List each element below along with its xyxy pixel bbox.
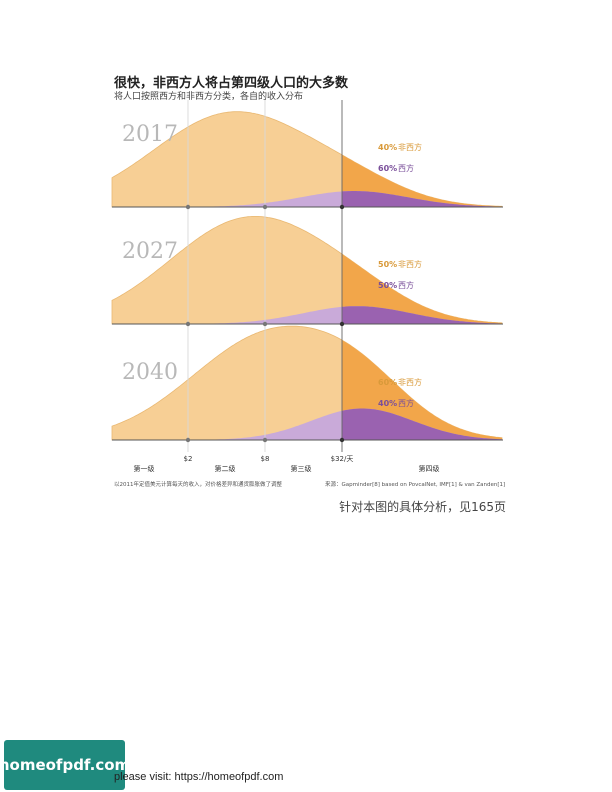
tick-dot-8-0 — [262, 204, 268, 210]
tick-dot-32-2 — [339, 437, 345, 443]
legend-western-2040: 西方 — [398, 398, 414, 408]
share-western-2017: 60% — [378, 164, 397, 173]
legend-non-western-2027: 非西方 — [398, 259, 422, 269]
year-label-2017: 2017 — [122, 122, 178, 147]
x-tick-label-32: $32/天 — [331, 455, 354, 463]
level-label-1: 第一级 — [134, 464, 155, 473]
share-western-2027: 50% — [378, 281, 397, 290]
site-logo[interactable]: homeofpdf.com — [0, 740, 130, 790]
footnote-source: 来源：Gapminder[8] based on PovcalNet, IMF[… — [325, 482, 506, 488]
share-non-western-2040: 60% — [378, 378, 397, 387]
level-label-4: 第四级 — [419, 464, 440, 473]
tick-dot-2-2 — [185, 437, 191, 443]
share-non-western-2017: 40% — [378, 143, 397, 152]
western-level4-area-2027 — [342, 306, 502, 324]
footnote-left: 以2011年定值美元计算每天的收入，对价格差异和通货膨胀做了调整 — [114, 482, 282, 488]
legend-western-2017: 西方 — [398, 163, 414, 173]
tick-dot-8-1 — [262, 321, 268, 327]
share-non-western-2027: 50% — [378, 260, 397, 269]
non-western-area-2017 — [111, 111, 503, 208]
level-label-3: 第三级 — [291, 464, 312, 473]
tick-dot-2-1 — [185, 321, 191, 327]
tick-dot-32-0 — [339, 204, 345, 210]
non-western-level4-area-2027 — [342, 254, 502, 324]
page-reference: 针对本图的具体分析，见165页 — [339, 500, 506, 514]
share-western-2040: 40% — [378, 399, 397, 408]
legend-western-2027: 西方 — [398, 280, 414, 290]
legend-non-western-2017: 非西方 — [398, 142, 422, 152]
western-level4-area-2017 — [342, 191, 502, 207]
x-tick-label-2: $2 — [184, 455, 193, 463]
year-label-2040: 2040 — [122, 360, 178, 385]
level-label-2: 第二级 — [215, 464, 236, 473]
legend-non-western-2040: 非西方 — [398, 377, 422, 387]
tick-dot-8-2 — [262, 437, 268, 443]
non-western-area-2027 — [111, 216, 503, 325]
year-label-2027: 2027 — [122, 239, 178, 264]
visit-link[interactable]: please visit: https://homeofpdf.com — [114, 771, 284, 783]
chart-subtitle: 将人口按照西方和非西方分类，各自的收入分布 — [114, 92, 304, 102]
tick-dot-2-0 — [185, 204, 191, 210]
chart-title: 很快，非西方人将占第四级人口的大多数 — [114, 76, 349, 91]
x-tick-label-8: $8 — [261, 455, 270, 463]
tick-dot-32-1 — [339, 321, 345, 327]
western-level4-area-2040 — [342, 408, 502, 440]
